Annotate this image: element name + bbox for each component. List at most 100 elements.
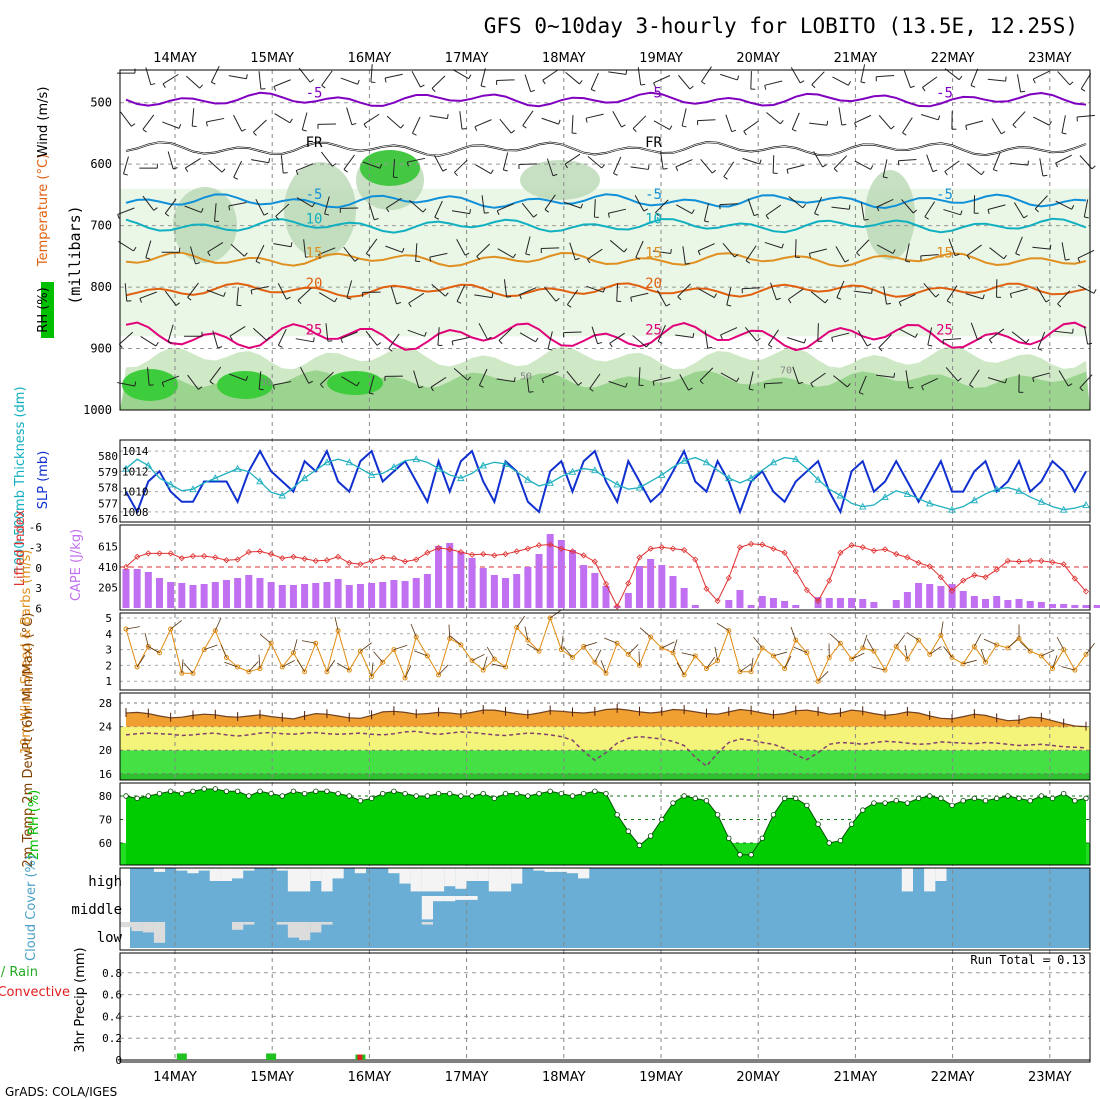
rh-marker bbox=[313, 788, 319, 794]
wind-barb bbox=[703, 203, 709, 222]
wind-barb bbox=[655, 199, 669, 213]
rh-marker bbox=[290, 788, 297, 794]
thickness-marker bbox=[702, 458, 711, 466]
cape-bar bbox=[892, 600, 900, 608]
wind-barb bbox=[632, 128, 637, 133]
wind-barb bbox=[451, 210, 470, 215]
wind-barb bbox=[318, 247, 336, 256]
wind-barb bbox=[1077, 249, 1095, 259]
cloud-bar-high bbox=[220, 868, 233, 881]
wind-barb bbox=[943, 209, 961, 216]
wind-barb bbox=[699, 380, 704, 385]
wind-barb bbox=[404, 665, 412, 679]
cloud-bar-high bbox=[466, 868, 478, 881]
wind-barb bbox=[476, 243, 491, 257]
wind-barb bbox=[431, 283, 446, 297]
cape-bar bbox=[122, 569, 130, 608]
thickness-marker bbox=[613, 480, 621, 488]
y-tick-label: 4 bbox=[105, 628, 112, 641]
y-tick-label: -6 bbox=[29, 521, 42, 534]
wind-barb bbox=[1091, 165, 1096, 170]
cape-bar bbox=[345, 585, 353, 608]
wind-barb bbox=[124, 283, 128, 302]
rh-band bbox=[120, 188, 1090, 337]
wind-barb bbox=[526, 643, 540, 652]
wind-barb bbox=[459, 111, 463, 130]
wind-barb bbox=[120, 111, 132, 127]
wind-barb bbox=[448, 624, 451, 639]
y-tick-label: 0.4 bbox=[102, 1010, 122, 1023]
wind-barb bbox=[989, 328, 1005, 340]
wind-barb bbox=[183, 662, 194, 674]
rh-blob-70 bbox=[865, 170, 915, 260]
wind-barb bbox=[743, 131, 747, 136]
wind-barb bbox=[272, 384, 275, 390]
wind-barb bbox=[480, 68, 486, 86]
li-marker bbox=[725, 574, 732, 581]
wind-barb bbox=[612, 111, 622, 128]
cape-bar bbox=[691, 605, 699, 608]
wind-barb bbox=[639, 627, 651, 638]
rh-blob-90 bbox=[327, 371, 383, 395]
wind-barb bbox=[609, 343, 613, 348]
wind-axis-label: Wind (m/s) bbox=[36, 87, 51, 158]
wind-barb bbox=[981, 170, 985, 176]
wind-barb bbox=[904, 645, 908, 660]
wind-barb bbox=[571, 115, 574, 134]
wind-barb bbox=[876, 198, 894, 208]
li-marker bbox=[402, 558, 409, 565]
wind-barb bbox=[860, 202, 865, 221]
wind-barb bbox=[118, 331, 134, 345]
cloud-bar-high bbox=[511, 868, 523, 884]
y-tick-label: 578 bbox=[98, 482, 118, 495]
rh-marker bbox=[525, 793, 531, 799]
wind-barb bbox=[252, 327, 267, 341]
wind-barb bbox=[1068, 383, 1073, 387]
wind-barb bbox=[597, 341, 603, 345]
wind-barb bbox=[303, 239, 307, 258]
thickness-marker bbox=[457, 474, 465, 482]
wind-barb bbox=[255, 198, 265, 216]
wind-barb bbox=[336, 662, 350, 671]
contour-label: -5 bbox=[645, 86, 662, 102]
wind-barb bbox=[422, 208, 427, 213]
wind-barb bbox=[609, 240, 625, 253]
li-marker bbox=[848, 542, 855, 549]
wind-barb bbox=[787, 336, 805, 344]
li-marker bbox=[591, 558, 598, 565]
wind-barb bbox=[566, 370, 579, 386]
wind-barb bbox=[434, 200, 443, 218]
wind-barb bbox=[429, 115, 448, 120]
cloud-bar-high bbox=[544, 868, 556, 872]
wind-barb bbox=[280, 155, 284, 174]
wind-barb bbox=[723, 161, 735, 177]
wind-barb bbox=[510, 129, 516, 134]
cape-bar bbox=[323, 582, 331, 608]
date-label-bottom: 18MAY bbox=[542, 1070, 586, 1085]
rh-marker bbox=[837, 837, 844, 844]
wind-speed-marker bbox=[547, 615, 553, 621]
wind-barb bbox=[870, 165, 874, 170]
wind-barb bbox=[1037, 331, 1046, 349]
cloud-bar-high bbox=[935, 868, 947, 881]
wind-barb bbox=[212, 330, 219, 349]
wind-speed-marker bbox=[1005, 645, 1011, 651]
wind-barb bbox=[589, 373, 601, 389]
wind-speed-marker bbox=[279, 664, 285, 670]
rh-marker bbox=[212, 786, 219, 792]
wind-barb bbox=[699, 367, 714, 381]
wind-barb bbox=[966, 163, 982, 176]
cloud-bar-middle bbox=[432, 896, 445, 902]
li-marker bbox=[368, 557, 375, 564]
wind-barb bbox=[969, 369, 980, 386]
wind-barb bbox=[1032, 372, 1051, 379]
cape-bar bbox=[647, 559, 655, 608]
cape-bar bbox=[289, 585, 297, 608]
cape-bar bbox=[200, 584, 208, 608]
wind-barb bbox=[542, 79, 546, 85]
wind-barb bbox=[898, 301, 902, 307]
wind-barb bbox=[178, 124, 182, 129]
wind-barb bbox=[987, 78, 1006, 82]
cloud-bar-high bbox=[399, 868, 411, 884]
wind-barb bbox=[164, 212, 170, 217]
